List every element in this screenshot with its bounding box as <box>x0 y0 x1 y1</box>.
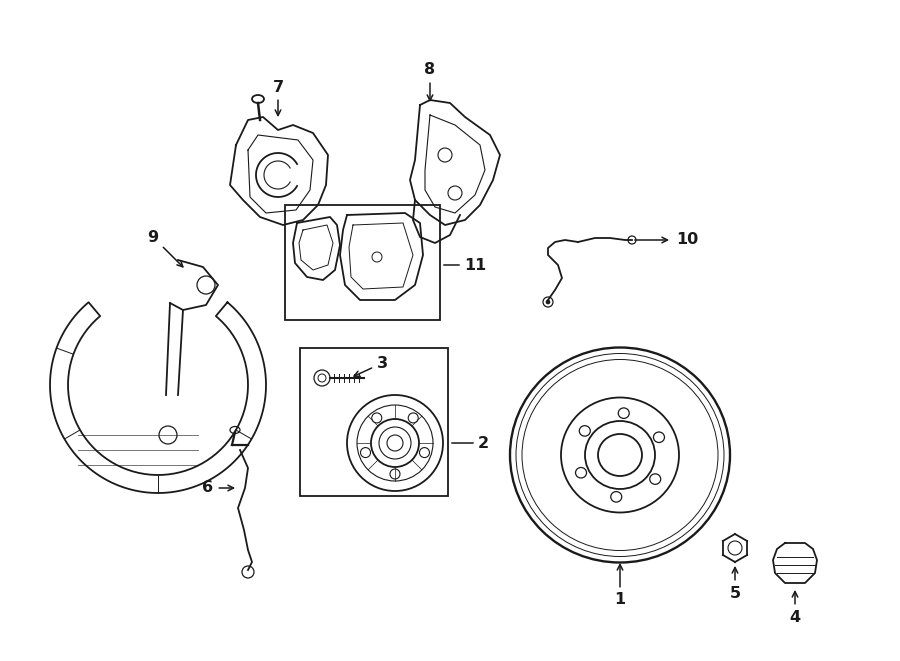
Bar <box>300 348 448 496</box>
Text: 6: 6 <box>202 481 233 496</box>
Text: 4: 4 <box>789 592 801 625</box>
Text: 1: 1 <box>615 564 626 607</box>
Text: 7: 7 <box>273 79 284 116</box>
Text: 11: 11 <box>464 258 486 272</box>
Text: 2: 2 <box>478 436 489 451</box>
Text: 9: 9 <box>148 229 183 267</box>
Text: 5: 5 <box>729 568 741 600</box>
Text: 10: 10 <box>676 233 698 247</box>
Circle shape <box>546 300 550 304</box>
Text: 8: 8 <box>425 63 436 100</box>
Bar <box>285 205 440 320</box>
Text: 3: 3 <box>354 356 388 376</box>
